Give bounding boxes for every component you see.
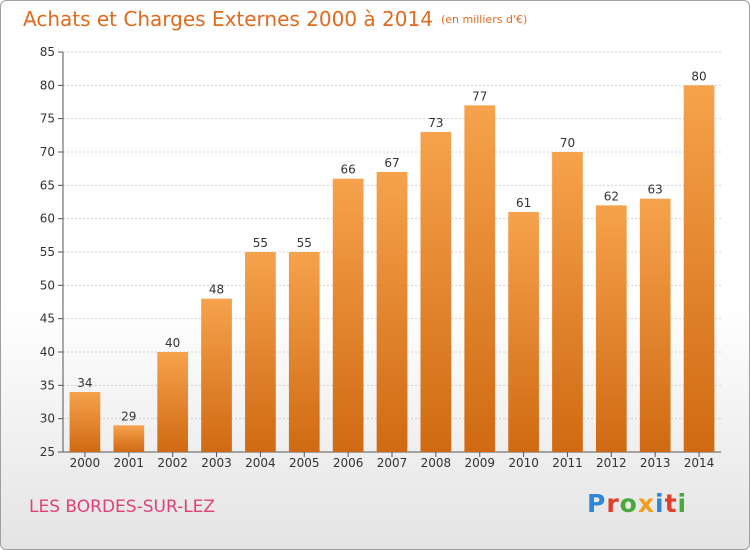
x-tick-label: 2008 <box>421 456 452 470</box>
labels: 34 29 40 48 55 55 66 67 73 77 61 70 62 63 80 <box>77 69 706 423</box>
x-tick-label: 2000 <box>70 456 101 470</box>
x-tick-label: 2001 <box>114 456 145 470</box>
bar <box>288 252 320 452</box>
y-tick-label: 45 <box>40 312 55 326</box>
proxiti-logo: Proxiti <box>587 489 687 518</box>
y-tick-label: 25 <box>40 445 55 459</box>
bar-value-label: 63 <box>648 183 663 197</box>
x-tick-label: 2010 <box>508 456 539 470</box>
bar <box>157 352 189 452</box>
bar <box>376 172 408 452</box>
y-tick-label: 50 <box>40 278 55 292</box>
bar-value-label: 67 <box>384 156 399 170</box>
y-tick-label: 30 <box>40 412 55 426</box>
y-tick-label: 85 <box>40 45 55 59</box>
bar-value-label: 77 <box>472 89 487 103</box>
x-tick-label: 2005 <box>289 456 320 470</box>
chart-title-text: Achats et Charges Externes 2000 à 2014 <box>23 7 433 31</box>
x-tick-label: 2002 <box>157 456 188 470</box>
logo-letter: i <box>677 489 688 518</box>
bar <box>595 205 627 452</box>
x-tick-label: 2004 <box>245 456 276 470</box>
x-tick-label: 2003 <box>201 456 232 470</box>
chart-subtitle: (en milliers d'€) <box>440 13 528 26</box>
y-tick-label: 80 <box>40 78 55 92</box>
y-tick-label: 35 <box>40 378 55 392</box>
x-tick-label: 2011 <box>552 456 583 470</box>
bar-value-label: 66 <box>340 163 355 177</box>
bar <box>639 198 671 452</box>
x-tick-label: 2007 <box>377 456 408 470</box>
bar <box>508 212 539 452</box>
logo-letter: P <box>587 489 607 518</box>
bar <box>245 252 276 452</box>
bar-value-label: 34 <box>77 376 92 390</box>
bar-value-label: 61 <box>516 196 531 210</box>
bar <box>420 132 452 452</box>
bars <box>69 85 715 452</box>
x-tick-label: 2006 <box>333 456 364 470</box>
logo-letter: r <box>606 489 620 518</box>
chart-title: Achats et Charges Externes 2000 à 2014 (e… <box>23 7 527 31</box>
y-tick-label: 60 <box>40 212 55 226</box>
bar-value-label: 55 <box>297 236 312 250</box>
x-tick-label: 2009 <box>464 456 495 470</box>
bar <box>332 178 364 452</box>
bar <box>113 425 145 452</box>
axes: 25 30 35 40 45 50 55 60 65 70 75 80 85 2000 2001 2002 20… <box>40 45 721 470</box>
bar-value-label: 70 <box>560 136 575 150</box>
y-tick-label: 70 <box>40 145 55 159</box>
bar <box>552 152 583 452</box>
logo-letter: i <box>655 489 665 518</box>
bar-value-label: 73 <box>428 116 443 130</box>
bar-value-label: 48 <box>209 283 224 297</box>
bar <box>201 298 232 452</box>
bar-value-label: 55 <box>253 236 268 250</box>
x-tick-label: 2012 <box>596 456 627 470</box>
bar <box>464 105 496 452</box>
bar-value-label: 62 <box>604 189 619 203</box>
commune-name: LES BORDES-SUR-LEZ <box>29 497 216 517</box>
bar <box>69 392 101 452</box>
y-tick-label: 65 <box>40 178 55 192</box>
logo-letter: x <box>637 489 655 518</box>
y-tick-label: 55 <box>40 245 55 259</box>
logo-letter: o <box>619 489 638 518</box>
y-tick-label: 40 <box>40 345 55 359</box>
y-tick-label: 75 <box>40 112 55 126</box>
x-tick-label: 2014 <box>684 456 715 470</box>
bar-value-label: 29 <box>121 409 136 423</box>
bar-value-label: 40 <box>165 336 180 350</box>
bar-value-label: 80 <box>691 69 706 83</box>
x-tick-label: 2013 <box>640 456 671 470</box>
bar <box>683 85 715 452</box>
logo-letter: t <box>664 489 678 518</box>
